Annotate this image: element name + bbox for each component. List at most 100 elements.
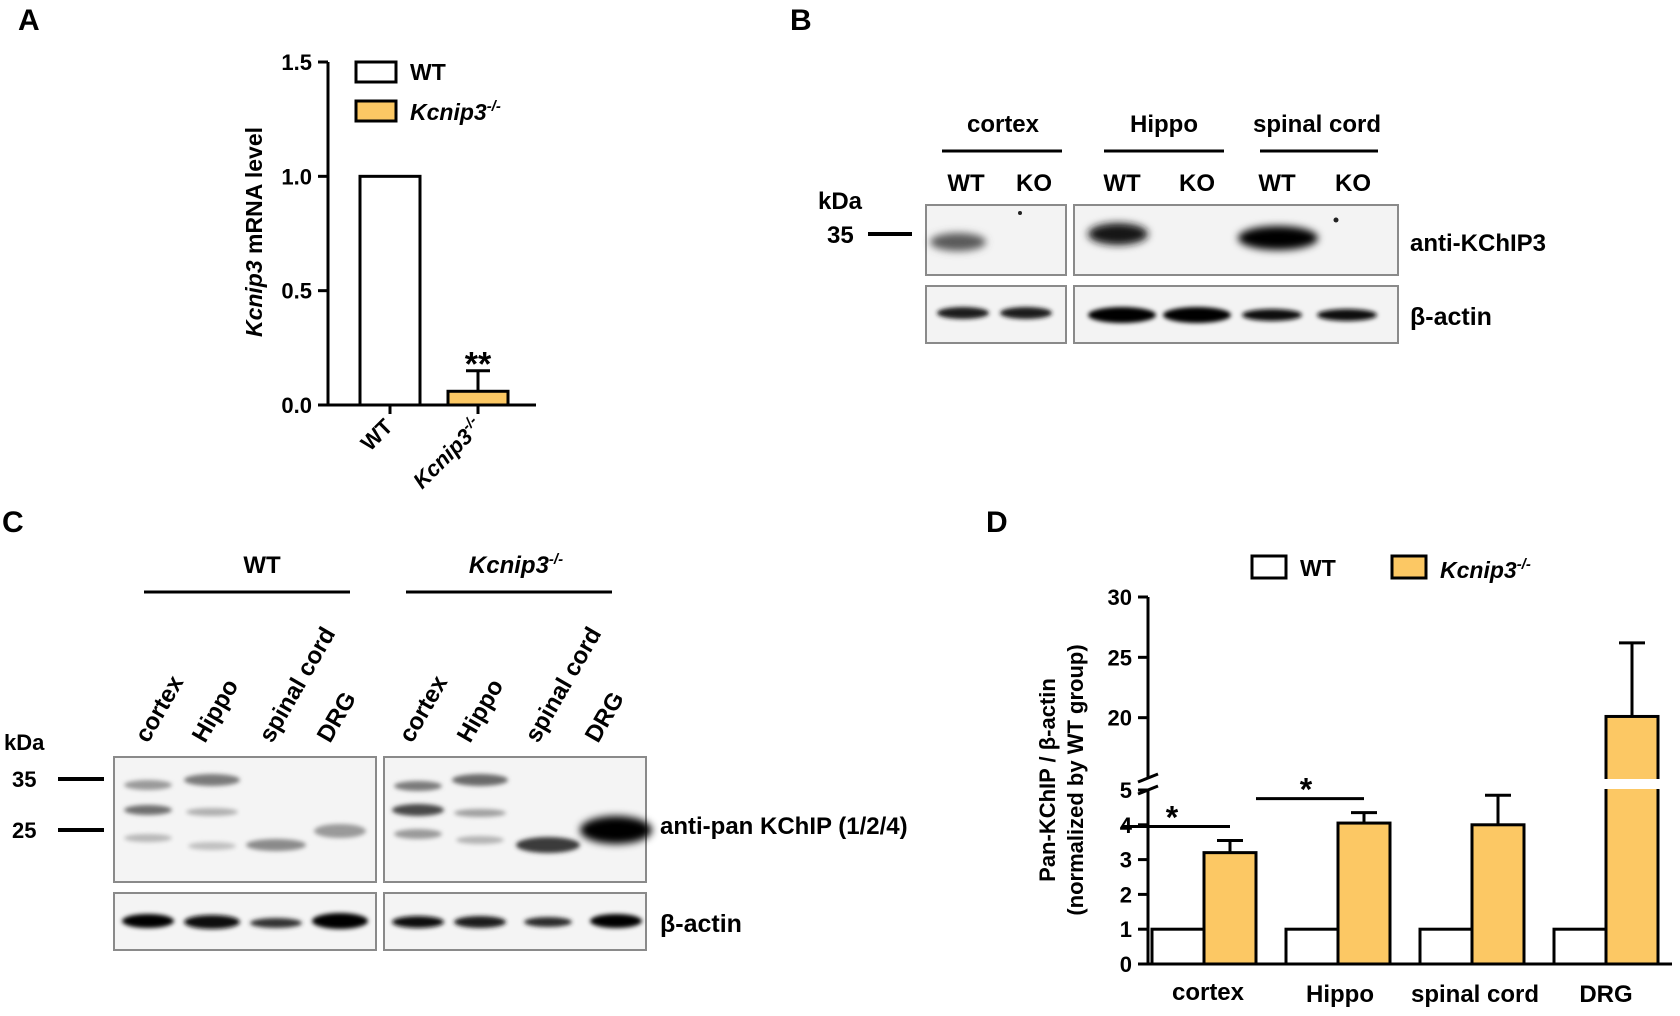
panel-c-band-2b [186,808,238,816]
panel-c-marker-35: 35 [12,767,36,792]
panel-b-kda-title: kDa [818,188,863,215]
panel-b-group-cortex: cortex [967,111,1040,138]
panel-d-axis-break-1 [1137,772,1159,784]
panel-b-band-actin-5 [1242,309,1302,321]
panel-d-x-label-drg: DRG [1579,981,1632,1008]
panel-b-lane-3: WT [1103,170,1141,197]
panel-c-band-actin-1 [122,914,174,928]
panel-d-legend-swatch-wt [1250,554,1288,580]
panel-a-y-tick-label-0: 0.0 [281,393,312,418]
panel-c-pan-bands [124,774,580,853]
panel-a-y-tick-label-2: 1.0 [281,164,312,189]
panel-c-band-actin-5 [392,916,444,928]
panel-b-kchip3-bands [930,223,1318,251]
panel-c-band-label-pan: anti-pan KChIP (1/2/4) [660,813,908,840]
panel-c-band-actin-3 [250,918,302,928]
panel-b-label: B [790,4,812,37]
panel-b-band-actin-6 [1317,309,1377,321]
panel-d-legend: WT Kcnip3-/- [1250,554,1531,583]
panel-a: A 0.0 0.5 1.0 1.5 Kcnip3 mRNA level ** WT K… [18,4,536,493]
panel-d-bar-ko-1 [1336,821,1392,966]
panel-c-blot-pan-left [113,756,377,883]
panel-c-band-7 [516,837,580,853]
panel-c-group-ko: Kcnip3-/- [469,551,563,579]
panel-c-band-1a [124,780,172,790]
panel-d-legend-swatch-ko [1390,554,1428,580]
panel-d-bar-break-3 [1604,779,1660,789]
panel-a-legend-swatch-ko [354,99,398,123]
panel-d-bar-ko-3 [1604,714,1660,966]
panel-b-dust-2 [1333,217,1339,223]
panel-c-band-5b [392,804,444,816]
panel-c-band-6b [454,809,506,817]
panel-d-x-label-hippo: Hippo [1306,981,1374,1008]
panel-b-actin-bands [937,307,1377,323]
panel-d-bar-wt-2 [1418,927,1474,966]
panel-a-y-label: Kcnip3 mRNA level [241,127,267,337]
panel-c-band-2c [188,842,236,850]
panel-d-bar-ko-2 [1470,823,1526,966]
panel-c-band-1c [124,834,172,842]
panel-a-bar-ko [446,389,510,407]
panel-d-y-tick-label-3: 3 [1120,848,1132,873]
panel-c-lane-6: Hippo [452,675,509,747]
panel-c-band-4 [314,824,366,838]
panel-c-band-8 [580,816,652,844]
panel-d-significance-0: * [1166,799,1179,835]
panel-a-x-label-ko: Kcnip3-/- [407,412,488,493]
panel-c-band-5c [394,829,442,839]
panel-c-band-actin-4 [312,913,368,929]
panel-c-band-actin-7 [524,917,572,927]
panel-b-marker-35: 35 [827,222,854,249]
panel-b-band-actin-3 [1088,307,1156,323]
panel-c-band-2a [184,774,240,786]
panel-c-band-actin-2 [184,915,240,929]
panel-d-bar-wt-3 [1552,927,1608,966]
panel-c: C WT Kcnip3-/- cortex Hippo spinal cord … [2,506,908,951]
panel-d-y-label-1: Pan-KChIP / β-actin [1035,678,1060,882]
panel-a-y-tick-label-3: 1.5 [281,50,312,75]
panel-d-y-tick-label-1: 1 [1120,917,1132,942]
panel-b-band-kchip3-hippo-wt [1088,223,1148,245]
panel-c-lane-8: DRG [580,687,630,747]
panel-a-significance: ** [465,346,492,384]
panel-b-group-spinal-cord: spinal cord [1253,111,1381,138]
panel-a-legend-label-wt: WT [410,59,446,85]
panel-a-x-label-wt: WT [356,413,398,455]
panel-b-lane-2: KO [1016,170,1052,197]
panel-a-y-ticks: 0.0 0.5 1.0 1.5 [281,50,328,418]
panel-d-y-tick-label-8: 30 [1108,585,1132,610]
panel-d-bar-wt-1 [1284,927,1340,966]
panel-d-legend-label-wt: WT [1300,555,1336,581]
panel-c-band-6c [456,836,504,844]
panel-c-marker-25: 25 [12,818,36,843]
panel-d-significance-1: * [1300,772,1313,808]
panel-d-legend-label-ko: Kcnip3-/- [1440,556,1531,583]
panel-b-lane-6: KO [1335,170,1371,197]
panel-d-y-tick-label-5: 5 [1120,778,1132,803]
panel-d-y-label-2: (normalized by WT group) [1063,644,1088,915]
panel-b-band-kchip3-spinal-wt [1238,226,1318,250]
panel-c-label: C [2,506,24,539]
panel-b-lane-1: WT [947,170,985,197]
panel-b-band-actin-1 [937,307,989,319]
panel-b-band-actin-2 [1000,307,1052,319]
panel-b-band-label-actin: β-actin [1410,303,1492,331]
panel-d-bars: ** [1122,641,1660,966]
panel-d-y-tick-label-6: 20 [1108,706,1132,731]
panel-d-y-ticks: 012345202530 [1108,585,1148,977]
panel-a-legend-swatch-wt [354,60,398,84]
panel-c-band-1b [124,805,172,815]
panel-b-band-label-kchip3: anti-KChIP3 [1410,230,1546,257]
panel-c-group-wt: WT [243,552,281,579]
panel-c-band-3 [246,839,306,851]
panel-b-band-kchip3-cortex-wt [930,233,986,251]
panel-d-bar-ko-0 [1202,851,1258,966]
panel-d-x-label-cortex: cortex [1172,979,1245,1006]
panel-d-bar-wt-0 [1150,927,1206,966]
panel-c-lane-1: cortex [130,671,190,747]
panel-d: D WT Kcnip3-/- Pan-KChIP / β-actin (norm… [986,506,1672,1008]
panel-b-lane-4: KO [1179,170,1215,197]
panel-a-label: A [18,4,40,37]
